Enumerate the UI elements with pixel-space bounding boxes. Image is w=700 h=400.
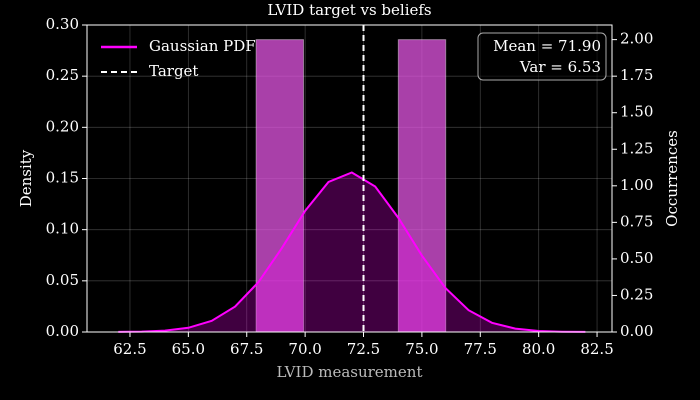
annotation-text: Mean = 71.90 — [493, 37, 601, 55]
pdf-area — [118, 172, 586, 332]
y-tick-label: 0.20 — [46, 117, 79, 135]
x-tick-label: 80.0 — [522, 340, 555, 358]
y-tick-label: 0.30 — [46, 15, 79, 33]
pdf-line — [118, 171, 586, 333]
y2-tick-label: 0.25 — [620, 285, 653, 303]
x-tick-label: 75.0 — [405, 340, 438, 358]
y-tick-label: 0.15 — [46, 169, 79, 187]
y-tick-label: 0.10 — [46, 220, 79, 238]
annotation-text: Var = 6.53 — [519, 58, 601, 76]
y-tick-label: 0.25 — [46, 66, 79, 84]
legend-label: Target — [149, 62, 198, 80]
x-tick-label: 70.0 — [288, 340, 321, 358]
annotation-box — [477, 32, 607, 81]
legend-label: Gaussian PDF — [149, 37, 256, 55]
x-tick-label: 62.5 — [113, 340, 146, 358]
y-tick-label: 0.00 — [46, 322, 79, 340]
x-tick-label: 82.5 — [580, 340, 613, 358]
y2-tick-label: 2.00 — [620, 30, 653, 48]
y2-tick-label: 0.00 — [620, 322, 653, 340]
chart-title: LVID target vs beliefs — [267, 1, 431, 19]
y2-tick-label: 1.75 — [620, 66, 653, 84]
x-axis-label: LVID measurement — [277, 363, 423, 381]
x-tick-label: 65.0 — [172, 340, 205, 358]
x-tick-label: 72.5 — [347, 340, 380, 358]
x-tick-label: 77.5 — [464, 340, 497, 358]
plot-frame — [86, 24, 613, 333]
histogram-bar — [255, 39, 304, 333]
y-axis-label: Density — [17, 149, 35, 207]
y2-tick-label: 0.75 — [620, 212, 653, 230]
histogram-bar — [397, 39, 447, 333]
x-tick-label: 67.5 — [230, 340, 263, 358]
y2-tick-label: 1.00 — [620, 176, 653, 194]
y2-tick-label: 1.50 — [620, 103, 653, 121]
y-tick-label: 0.05 — [46, 271, 79, 289]
y2-axis-label: Occurrences — [663, 130, 681, 227]
y2-tick-label: 0.50 — [620, 249, 653, 267]
y2-tick-label: 1.25 — [620, 139, 653, 157]
